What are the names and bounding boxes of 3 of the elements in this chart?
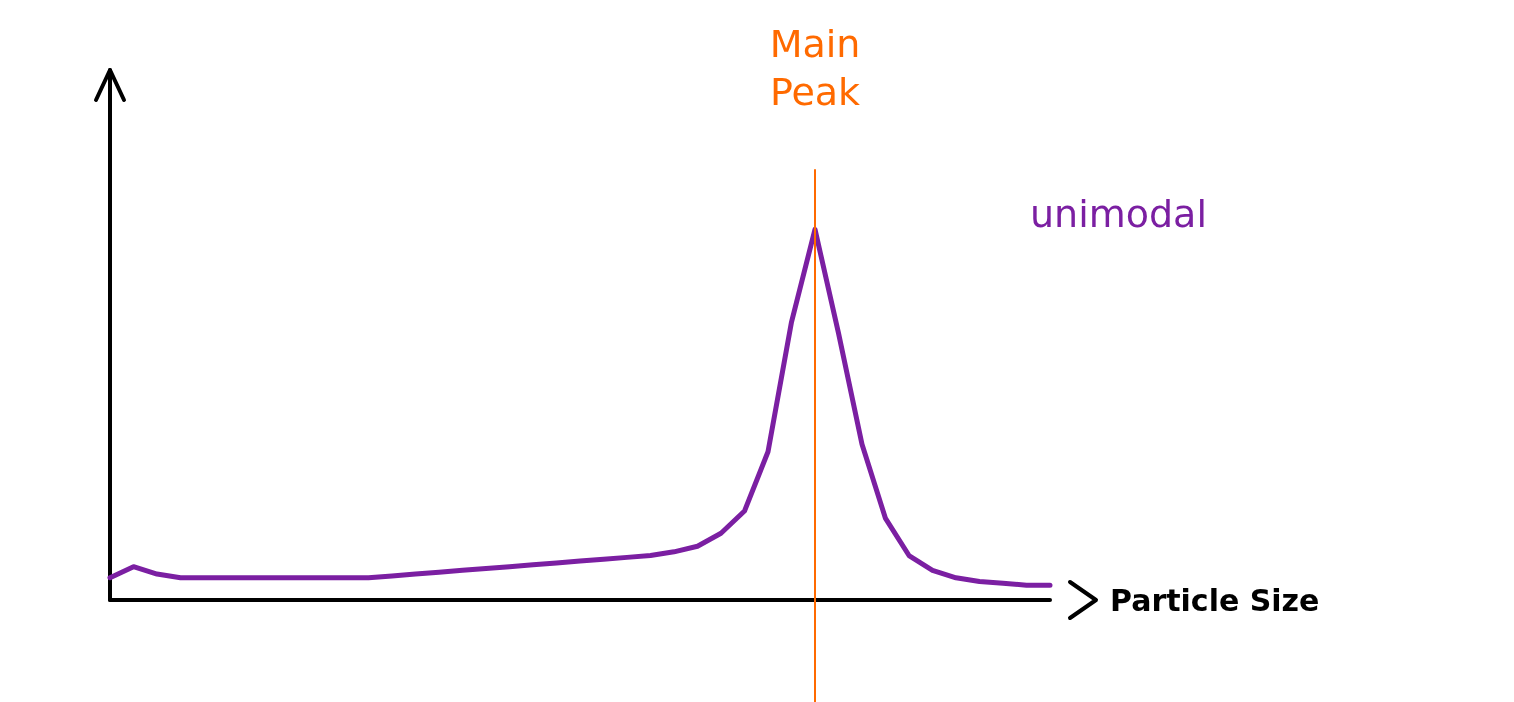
x-axis-title: Particle Size bbox=[1110, 582, 1320, 618]
annotation: unimodal bbox=[1030, 191, 1207, 238]
text: Main Peak bbox=[768, 21, 862, 116]
